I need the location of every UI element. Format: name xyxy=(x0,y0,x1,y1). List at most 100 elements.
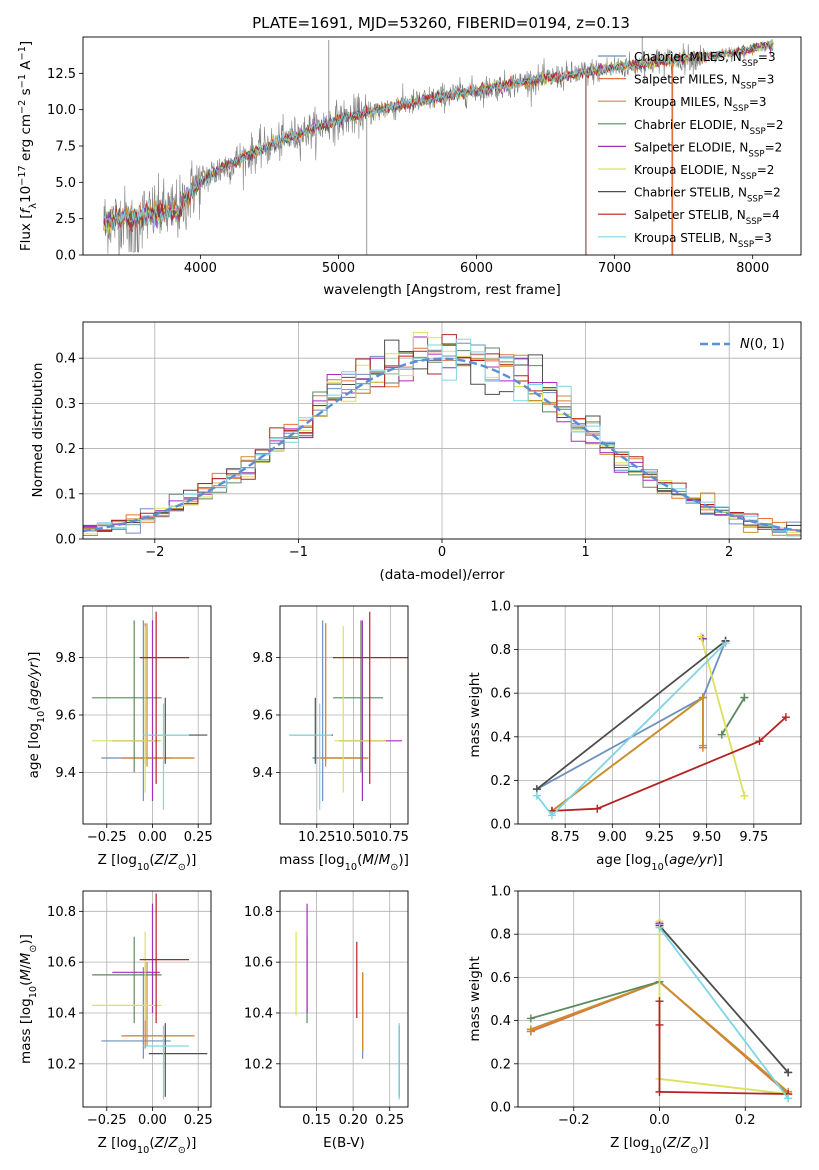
x-tick-label: 0.25 xyxy=(184,1113,213,1128)
x-tick-label: 2 xyxy=(725,545,733,560)
ssp-marker xyxy=(655,997,664,1006)
x-tick-label: 0.25 xyxy=(375,1113,404,1128)
y-tick-label: 1.0 xyxy=(490,600,511,615)
legend-label: Salpeter MILES, NSSP=3 xyxy=(634,73,774,92)
y-tick-label: 7.5 xyxy=(55,140,76,155)
ssp-marker xyxy=(784,1068,793,1077)
legend-label: Salpeter STELIB, NSSP=4 xyxy=(634,208,780,227)
ssp-marker xyxy=(655,1020,664,1029)
model-line-kroupa-stelib xyxy=(103,40,774,230)
mass_vs_Z-x-label: Z [log10(Z/Z⊙)] xyxy=(98,1135,197,1156)
spectrum-y-label: Flux [fλ10−17 erg cm−2 s−1 A−1] xyxy=(17,41,39,251)
ssp-line xyxy=(658,925,789,1073)
mass_vs_Z-plot xyxy=(92,893,208,1100)
y-tick-label: 0.2 xyxy=(490,774,511,789)
y-tick-label: 0.0 xyxy=(490,1101,511,1116)
spectrum-x-label: wavelength [Angstrom, rest frame] xyxy=(323,282,561,298)
ssp-marker xyxy=(698,693,707,702)
x-tick-label: 0.25 xyxy=(184,830,213,845)
age_vs_mass-axes: 10.25 10.50 10.75 9.4 9.6 9.8 mass [log10(M/M⊙… xyxy=(252,605,409,873)
y-tick-label: 10.4 xyxy=(47,1006,76,1021)
residuals-x-label: (data-model)/error xyxy=(379,567,505,583)
ssp-line xyxy=(658,927,789,1099)
y-tick-label: 0.2 xyxy=(55,442,76,457)
y-tick-label: 9.8 xyxy=(252,651,273,666)
weight_vs_Z-axes: −0.2 0.0 0.2 0.0 0.2 0.4 0.6 0.8 1.0 Z [log10(Z/Z… xyxy=(467,885,802,1156)
y-tick-label: 0.0 xyxy=(55,533,76,548)
ssp-marker xyxy=(526,1014,535,1023)
age_vs_Z-axes: −0.25 0.00 0.25 9.4 9.6 9.8 Z [log10(Z/Z⊙)] age… xyxy=(26,605,213,873)
ssp-marker xyxy=(593,804,602,813)
x-tick-label: 0.0 xyxy=(649,1113,670,1128)
age_vs_Z-plot xyxy=(92,611,208,810)
mass_vs_Z-axes: −0.25 0.00 0.25 10.2 10.4 10.6 10.8 Z [log10(Z/… xyxy=(18,890,213,1156)
residuals-axes: −2 −1 0 1 2 0.0 0.1 0.2 0.3 0.4 (data-model)/error… xyxy=(30,321,802,583)
y-tick-label: 0.6 xyxy=(490,687,511,702)
y-tick-label: 0.1 xyxy=(55,487,76,502)
x-tick-label: 10.75 xyxy=(372,830,409,845)
ssp-marker xyxy=(781,713,790,722)
y-tick-label: 0.4 xyxy=(490,1014,511,1029)
y-tick-label: 0.0 xyxy=(490,818,511,833)
x-tick-label: 1 xyxy=(581,545,589,560)
ssp-marker xyxy=(717,730,726,739)
y-tick-label: 10.6 xyxy=(244,956,273,971)
legend-label: Kroupa MILES, NSSP=3 xyxy=(634,95,767,114)
spectrum-legend: Chabrier MILES, NSSP=3 Salpeter MILES, NS… xyxy=(598,50,783,250)
y-tick-label: 9.6 xyxy=(55,709,76,724)
y-tick-label: 9.6 xyxy=(252,709,273,724)
weight_vs_Z-x-label: Z [log10(Z/Z⊙)] xyxy=(610,1135,709,1156)
x-tick-label: 8.75 xyxy=(551,830,580,845)
mass_vs_Z-y-label: mass [log10(M/M⊙)] xyxy=(18,934,39,1064)
x-tick-label: 4000 xyxy=(184,261,217,276)
observed-spectrum-line xyxy=(103,43,705,255)
axes-frame xyxy=(82,890,212,1108)
residuals-plot xyxy=(83,331,801,539)
spectrum-plot xyxy=(103,37,774,255)
x-tick-label: −0.2 xyxy=(558,1113,590,1128)
y-tick-label: 0.4 xyxy=(490,730,511,745)
age_vs_Z-x-label: Z [log10(Z/Z⊙)] xyxy=(98,852,197,873)
legend-label: N(0, 1) xyxy=(740,337,785,352)
axes-frame xyxy=(279,890,409,1108)
weight_vs_Z-y-label: mass weight xyxy=(467,956,483,1041)
weight_vs_age-plot xyxy=(532,632,790,820)
legend-label: Salpeter ELODIE, NSSP=2 xyxy=(634,140,782,159)
x-tick-label: 0 xyxy=(438,545,446,560)
axes-frame xyxy=(82,36,802,256)
axes-frame xyxy=(82,321,802,540)
x-tick-label: −0.25 xyxy=(87,830,127,845)
age_vs_Z-y-label: age [log10(age/yr)] xyxy=(26,652,47,779)
ssp-line xyxy=(536,640,727,790)
ssp-marker xyxy=(697,632,706,641)
x-tick-label: 0.20 xyxy=(339,1113,368,1128)
mass_vs_ebv-axes: 0.15 0.20 0.25 10.2 10.4 10.6 10.8 E(B-V) xyxy=(244,890,409,1151)
y-tick-label: 0.4 xyxy=(55,352,76,367)
ssp-marker xyxy=(655,1087,664,1096)
y-tick-label: 0.3 xyxy=(55,397,76,412)
ssp-line xyxy=(530,980,660,1020)
residuals-y-label: Normed distribution xyxy=(30,363,46,498)
y-tick-label: 10.2 xyxy=(47,1057,76,1072)
ssp-line xyxy=(700,636,746,796)
y-tick-label: 0.0 xyxy=(55,249,76,264)
ssp-marker xyxy=(755,737,764,746)
x-tick-label: 7000 xyxy=(598,261,631,276)
ssp-marker xyxy=(740,791,749,800)
y-tick-label: 0.2 xyxy=(490,1057,511,1072)
y-tick-label: 0.6 xyxy=(490,971,511,986)
ssp-marker xyxy=(655,923,664,932)
age_vs_mass-plot xyxy=(288,611,408,810)
y-tick-label: 0.8 xyxy=(490,928,511,943)
ssp-marker xyxy=(526,1025,535,1034)
x-tick-label: −1 xyxy=(289,545,308,560)
y-tick-label: 2.5 xyxy=(55,212,76,227)
x-tick-label: 9.50 xyxy=(692,830,721,845)
figure-title: PLATE=1691, MJD=53260, FIBERID=0194, z=0… xyxy=(252,14,630,32)
axes-frame xyxy=(82,605,212,825)
ssp-line xyxy=(721,697,746,736)
ssp-marker xyxy=(698,741,707,750)
histogram-kroupa-stelib xyxy=(83,338,801,539)
ssp-marker xyxy=(784,1094,793,1103)
